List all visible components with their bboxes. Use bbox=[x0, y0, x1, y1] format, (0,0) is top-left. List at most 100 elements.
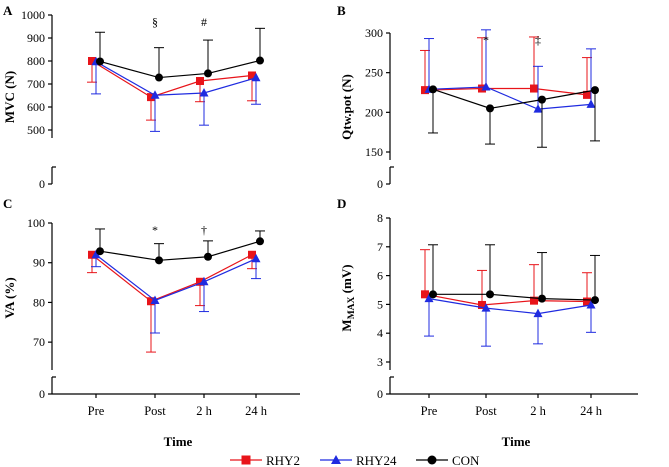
data-point-circle bbox=[429, 290, 437, 299]
data-point-circle bbox=[204, 69, 212, 78]
data-point-square bbox=[583, 297, 591, 306]
data-point-square bbox=[530, 84, 538, 93]
y-tick-label: 7 bbox=[377, 240, 383, 254]
y-tick-label: 1000 bbox=[21, 8, 45, 22]
significance-mark: * bbox=[152, 223, 158, 237]
series-line-con bbox=[99, 240, 261, 261]
data-point-triangle bbox=[199, 276, 209, 286]
y-tick-label: 800 bbox=[27, 54, 45, 68]
y-tick-label: 900 bbox=[27, 31, 45, 45]
data-point-circle bbox=[591, 296, 599, 305]
y-tick-label: 0 bbox=[377, 387, 383, 401]
data-point-circle bbox=[155, 256, 163, 265]
series-line-con bbox=[99, 59, 261, 79]
data-point-circle bbox=[96, 57, 104, 66]
data-point-square bbox=[147, 93, 155, 102]
data-point-square bbox=[196, 277, 204, 286]
data-point-triangle bbox=[481, 303, 491, 312]
legend: RHY2 RHY24 CON bbox=[230, 453, 480, 467]
data-point-triangle bbox=[150, 90, 160, 99]
series-line-rhy2 bbox=[91, 60, 253, 98]
legend-triangle-marker bbox=[331, 455, 341, 464]
data-point-triangle bbox=[586, 299, 596, 309]
legend-item-con: CON bbox=[416, 453, 480, 467]
y-tick-label: 100 bbox=[27, 216, 45, 230]
data-point-circle bbox=[429, 85, 437, 94]
data-point-circle bbox=[256, 56, 264, 65]
x-tick-label: 24 h bbox=[245, 404, 268, 418]
data-point-circle bbox=[155, 73, 163, 82]
legend-item-rhy2: RHY2 bbox=[230, 453, 300, 467]
y-axis-title: MMAX (mV) bbox=[339, 264, 357, 331]
series-line-rhy2 bbox=[424, 87, 588, 96]
data-point-triangle bbox=[150, 295, 160, 304]
y-tick-label: 80 bbox=[33, 295, 45, 309]
series-line-rhy24 bbox=[428, 86, 592, 110]
data-point-triangle bbox=[91, 249, 101, 259]
x-tick-label: 2 h bbox=[196, 404, 212, 418]
panel-mmax: D 0 3 4 5 6 7 8 Pre Post 2 h 24 h Time MMAX (mV) bbox=[337, 196, 638, 449]
y-tick-label: 300 bbox=[365, 26, 383, 40]
y-tick-label: 3 bbox=[377, 355, 383, 369]
x-axis-title: Time bbox=[502, 434, 531, 449]
series-line-rhy24 bbox=[95, 254, 257, 302]
data-point-triangle bbox=[199, 87, 209, 97]
data-point-circle bbox=[486, 104, 494, 113]
series-line-rhy2 bbox=[424, 293, 588, 306]
significance-mark: # bbox=[201, 15, 207, 29]
legend-label: RHY24 bbox=[356, 453, 397, 467]
data-point-square bbox=[530, 296, 538, 305]
panel-letter: A bbox=[3, 3, 13, 18]
y-tick-label: 0 bbox=[39, 387, 45, 401]
panel-qtw: B 0 150 200 250 300 Qtw.pot (N) * ‡ bbox=[337, 3, 600, 191]
y-axis-title: Qtw.pot (N) bbox=[339, 74, 354, 140]
data-point-triangle bbox=[533, 104, 543, 113]
data-point-circle bbox=[591, 86, 599, 95]
data-point-circle bbox=[96, 247, 104, 256]
panel-letter: D bbox=[337, 196, 346, 211]
x-tick-label: Post bbox=[475, 404, 497, 418]
panel-mvc: A 0 500 600 700 800 900 1000 MVC (N) § # bbox=[2, 3, 265, 191]
data-point-square bbox=[196, 77, 204, 86]
significance-mark: § bbox=[152, 15, 158, 29]
y-axis-title: VA (%) bbox=[2, 277, 17, 318]
legend-square-marker bbox=[241, 455, 251, 465]
legend-label: RHY2 bbox=[266, 453, 300, 467]
significance-mark: * bbox=[483, 33, 489, 47]
panel-letter: C bbox=[3, 196, 12, 211]
data-point-circle bbox=[538, 95, 546, 104]
legend-label: CON bbox=[452, 453, 480, 467]
x-tick-label: 2 h bbox=[530, 404, 546, 418]
data-point-square bbox=[88, 57, 96, 65]
y-tick-label: 500 bbox=[27, 123, 45, 137]
data-point-square bbox=[421, 86, 429, 95]
y-axis-title: MVC (N) bbox=[2, 71, 17, 123]
data-point-triangle bbox=[251, 72, 261, 82]
y-tick-label: 700 bbox=[27, 77, 45, 91]
data-point-square bbox=[583, 90, 591, 99]
series-line-rhy24 bbox=[428, 298, 592, 315]
data-point-circle bbox=[256, 237, 264, 246]
data-point-triangle bbox=[251, 253, 261, 263]
y-tick-label: 150 bbox=[365, 145, 383, 159]
y-tick-label: 200 bbox=[365, 105, 383, 119]
y-tick-label: 4 bbox=[377, 326, 383, 340]
significance-mark: † bbox=[201, 223, 207, 237]
y-tick-label: 8 bbox=[377, 211, 383, 225]
data-point-circle bbox=[204, 252, 212, 261]
significance-mark: ‡ bbox=[535, 33, 541, 47]
y-tick-label: 600 bbox=[27, 100, 45, 114]
series-line-con bbox=[432, 88, 596, 109]
x-tick-label: Post bbox=[144, 404, 166, 418]
data-point-triangle bbox=[586, 99, 596, 108]
x-tick-label: Pre bbox=[88, 404, 105, 418]
panel-letter: B bbox=[337, 3, 346, 18]
series-line-rhy24 bbox=[95, 61, 257, 96]
data-point-circle bbox=[538, 294, 546, 303]
data-point-square bbox=[248, 250, 256, 259]
y-tick-label: 70 bbox=[33, 335, 45, 349]
y-tick-label: 6 bbox=[377, 269, 383, 283]
data-point-square bbox=[248, 71, 256, 80]
x-axis-title: Time bbox=[164, 434, 193, 449]
